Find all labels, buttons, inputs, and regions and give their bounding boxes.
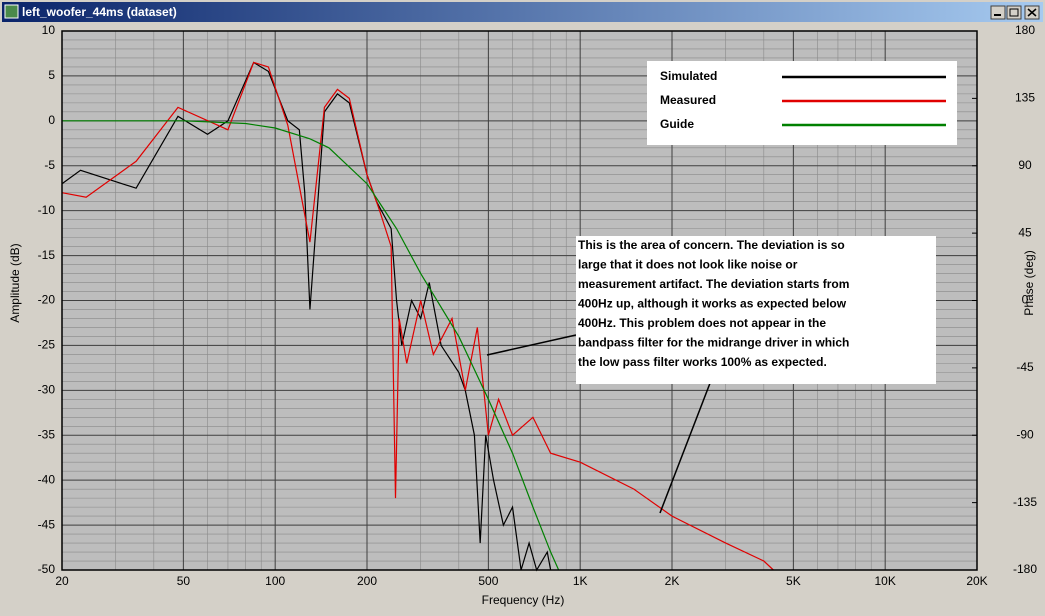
y-tick-label: -35 [38,427,56,441]
window-icon [4,4,19,19]
y2-tick-label: -45 [1016,360,1034,374]
y2-axis-label: Phase (deg) [1022,250,1036,315]
annotation-line: 400Hz. This problem does not appear in t… [578,316,826,330]
y-tick-label: -30 [38,383,56,397]
legend-label: Guide [660,117,694,131]
window-buttons [990,5,1040,20]
legend [647,61,957,145]
y2-tick-label: 45 [1018,225,1032,239]
maximize-icon [1009,8,1019,17]
annotation-line: bandpass filter for the midrange driver … [578,336,849,350]
y2-tick-label: 90 [1018,158,1032,172]
y2-tick-label: -180 [1013,562,1037,576]
legend-entries: Simulated Measured Guide [660,69,946,131]
window-title: left_woofer_44ms (dataset) [22,5,177,19]
annotation-line: 400Hz up, although it works as expected … [578,297,847,311]
x-axis-label: Frequency (Hz) [482,593,565,607]
x-tick-label: 1K [573,574,588,588]
y-tick-label: -50 [38,562,56,576]
series-line [61,61,774,571]
y-tick-label: -25 [38,338,56,352]
annotation-line: measurement artifact. The deviation star… [578,277,849,291]
annotation-pointer [659,377,713,514]
title-bar [2,2,1043,22]
series-line [62,120,560,571]
x-tick-label: 200 [357,574,377,588]
minimize-button[interactable] [990,5,1006,20]
x-tick-label: 20 [55,574,69,588]
annotation-line: the low pass filter works 100% as expect… [578,355,827,369]
y2-tick-label: -135 [1013,495,1037,509]
x-tick-label: 100 [265,574,285,588]
close-icon [1027,8,1037,17]
legend-label: Measured [660,93,716,107]
x-tick-label: 20K [966,574,987,588]
y-tick-label: -45 [38,517,56,531]
y-tick-label: -10 [38,203,56,217]
y-tick-label: -5 [44,158,55,172]
y-tick-label: 5 [48,68,55,82]
annotation-line: large that it does not look like noise o… [578,258,798,272]
x-tick-label: 5K [786,574,801,588]
x-tick-label: 2K [665,574,680,588]
annotation-line: This is the area of concern. The deviati… [578,238,845,252]
y-tick-label: -40 [38,472,56,486]
y-axis-label: Amplitude (dB) [8,243,22,322]
y-tick-label: 10 [42,23,56,37]
x-tick-label: 500 [478,574,498,588]
y-tick-label: -20 [38,293,56,307]
y2-tick-label: 135 [1015,91,1035,105]
annotation: This is the area of concern. The deviati… [578,238,849,369]
y2-tick-label: 180 [1015,23,1035,37]
annotation-box [576,236,936,384]
y-tick-label: -15 [38,248,56,262]
y2-tick-label: 0 [1022,293,1029,307]
maximize-button[interactable] [1006,5,1022,20]
x-tick-label: 10K [875,574,896,588]
legend-label: Simulated [660,69,717,83]
annotation-pointer [486,334,577,356]
x-tick-label: 50 [177,574,191,588]
y-tick-label: 0 [48,113,55,127]
y2-tick-label: -90 [1016,427,1034,441]
plot-border [61,30,978,571]
